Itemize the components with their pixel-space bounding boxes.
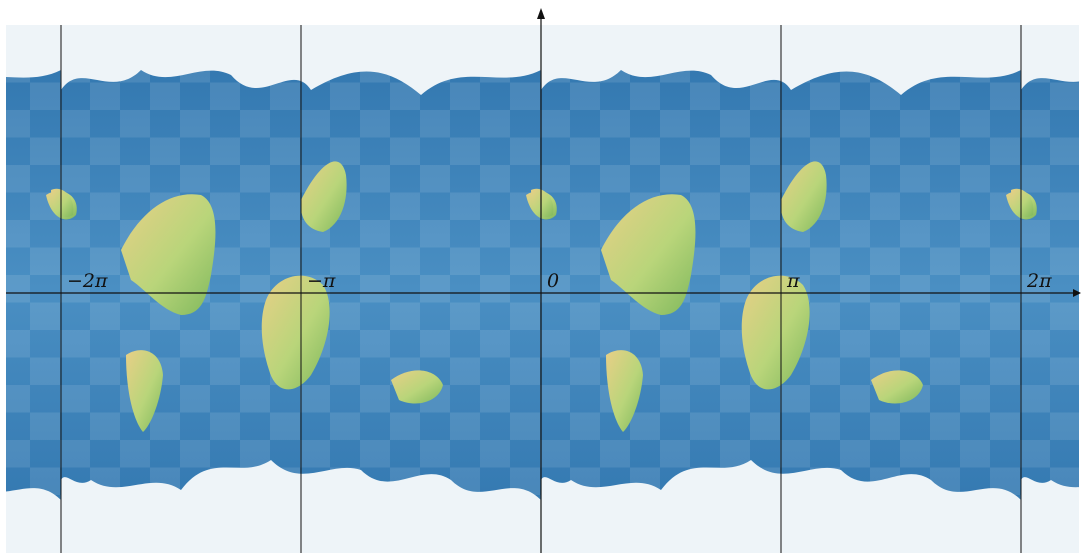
continent-australia	[871, 370, 923, 404]
north-ice-cap	[6, 25, 61, 78]
continent-americas	[261, 275, 330, 390]
tick-label: 0	[547, 270, 559, 292]
continent-south-america	[606, 350, 643, 432]
vertical-gridlines	[60, 25, 1022, 553]
axes: −2π −π 0 π 2π	[6, 8, 1081, 553]
continent-edge-land	[51, 188, 74, 218]
continent-south-america	[126, 350, 163, 432]
south-ice-cap	[6, 488, 61, 553]
continent-americas	[741, 275, 810, 390]
tick-label: −π	[307, 270, 336, 292]
continent-africa	[601, 194, 696, 315]
y-axis-arrowhead	[537, 8, 545, 19]
continent-australia	[391, 370, 443, 404]
continent-greenland	[300, 161, 347, 232]
tick-label: π	[786, 270, 800, 292]
continent-edge-land	[1011, 188, 1034, 218]
tick-label: 2π	[1026, 270, 1052, 292]
map-tile	[1011, 25, 1079, 553]
north-ice-cap	[1021, 25, 1079, 90]
tick-label: −2π	[67, 270, 108, 292]
continent-greenland	[780, 161, 827, 232]
continent-africa	[121, 194, 216, 315]
x-axis-arrowhead	[1073, 289, 1081, 297]
south-ice-cap	[1021, 477, 1079, 553]
tick-labels: −2π −π 0 π 2π	[67, 270, 1052, 292]
continent-edge-land	[531, 188, 554, 218]
